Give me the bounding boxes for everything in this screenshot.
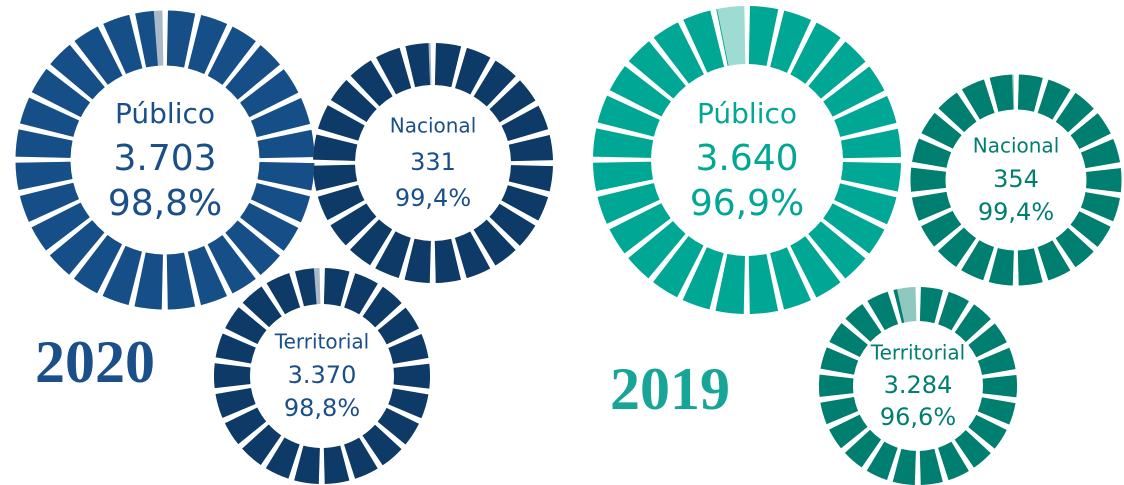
ring-value <box>214 268 430 484</box>
donut-label: Nacional <box>390 114 477 138</box>
donut-count: 3.703 <box>113 138 216 179</box>
donut-percent: 98,8% <box>108 183 222 224</box>
donut-label: Público <box>115 97 215 130</box>
donut-count: 3.370 <box>288 361 357 389</box>
donut-label: Territorial <box>870 341 965 365</box>
ring-value <box>819 287 1017 485</box>
donut-count: 354 <box>993 165 1039 193</box>
donut-label: Público <box>697 97 797 130</box>
donut-label: Territorial <box>274 330 369 354</box>
donut-count: 3.284 <box>884 371 953 399</box>
ring-value <box>910 74 1122 286</box>
donut-percent: 96,6% <box>880 403 956 431</box>
donut-count: 331 <box>410 148 456 176</box>
donut-percent: 99,4% <box>395 184 471 212</box>
year-label: 2020 <box>35 329 155 395</box>
donut-label: Nacional <box>973 134 1060 158</box>
donut-percent: 96,9% <box>690 183 804 224</box>
year-label: 2019 <box>610 356 730 422</box>
ring-value <box>593 6 901 314</box>
ring-value <box>313 43 553 283</box>
donut-count: 3.640 <box>695 138 798 179</box>
donut-percent: 99,4% <box>978 198 1054 226</box>
donut-percent: 98,8% <box>284 394 360 422</box>
ring-value <box>15 10 315 310</box>
